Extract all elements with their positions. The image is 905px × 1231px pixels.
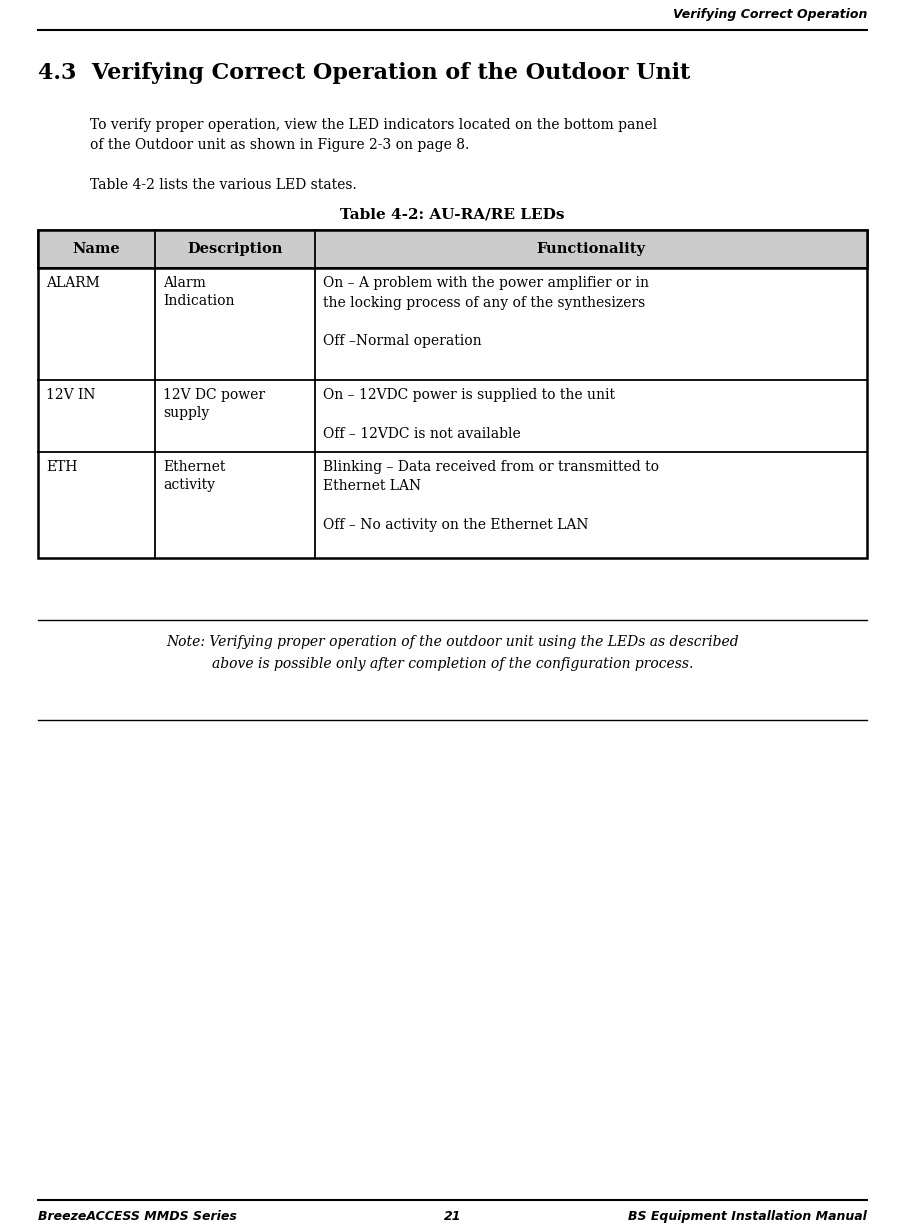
Text: On – 12VDC power is supplied to the unit

Off – 12VDC is not available: On – 12VDC power is supplied to the unit…	[323, 388, 615, 441]
Text: Note: Verifying proper operation of the outdoor unit using the LEDs as described: Note: Verifying proper operation of the …	[167, 635, 738, 649]
Text: Description: Description	[187, 243, 282, 256]
Text: Ethernet
activity: Ethernet activity	[163, 460, 225, 492]
Text: 12V IN: 12V IN	[46, 388, 96, 403]
Text: Blinking – Data received from or transmitted to
Ethernet LAN

Off – No activity : Blinking – Data received from or transmi…	[323, 460, 659, 533]
Text: 4.3  Verifying Correct Operation of the Outdoor Unit: 4.3 Verifying Correct Operation of the O…	[38, 62, 691, 84]
Text: above is possible only after completion of the configuration process.: above is possible only after completion …	[212, 657, 693, 671]
Text: ETH: ETH	[46, 460, 77, 474]
Text: ALARM: ALARM	[46, 276, 100, 291]
Text: Table 4-2 lists the various LED states.: Table 4-2 lists the various LED states.	[90, 178, 357, 192]
Text: BreezeACCESS MMDS Series: BreezeACCESS MMDS Series	[38, 1210, 237, 1224]
Bar	[38, 230, 867, 268]
Text: 21: 21	[443, 1210, 462, 1224]
Text: 12V DC power
supply: 12V DC power supply	[163, 388, 265, 421]
Text: Table 4-2: AU-RA/RE LEDs: Table 4-2: AU-RA/RE LEDs	[340, 208, 565, 222]
Text: To verify proper operation, view the LED indicators located on the bottom panel
: To verify proper operation, view the LED…	[90, 118, 657, 151]
Text: Name: Name	[72, 243, 120, 256]
Text: Verifying Correct Operation: Verifying Correct Operation	[672, 7, 867, 21]
Text: BS Equipment Installation Manual: BS Equipment Installation Manual	[628, 1210, 867, 1224]
Text: On – A problem with the power amplifier or in
the locking process of any of the : On – A problem with the power amplifier …	[323, 276, 649, 348]
Text: Alarm
Indication: Alarm Indication	[163, 276, 234, 309]
Bar	[38, 230, 867, 558]
Text: Functionality: Functionality	[537, 243, 645, 256]
